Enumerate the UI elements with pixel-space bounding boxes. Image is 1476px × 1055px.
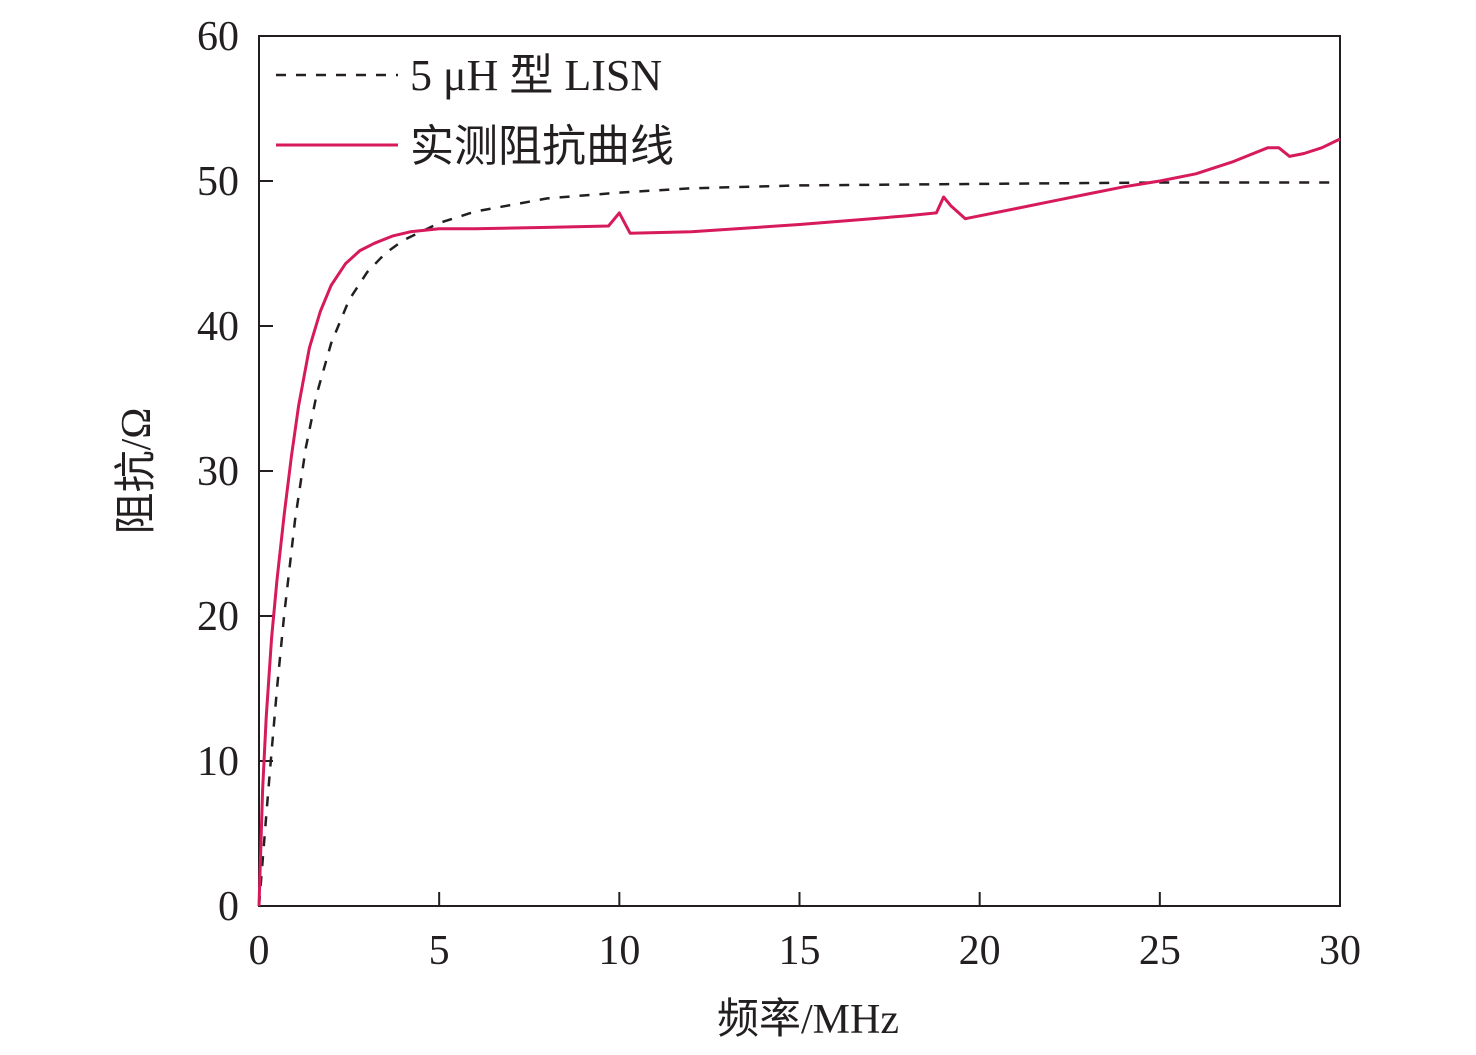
y-tick-label: 60: [197, 14, 239, 60]
x-tick-label: 20: [959, 928, 1001, 974]
legend-label-measured: 实测阻抗曲线: [410, 122, 674, 171]
series-line-measured: [257, 137, 1341, 907]
y-tick-label: 20: [197, 594, 239, 640]
x-tick-label: 25: [1139, 928, 1181, 974]
x-axis-title: 频率/MHz: [717, 996, 899, 1043]
legend-label-lisn: 5 μH 型 LISN: [410, 51, 662, 100]
y-axis-title: 阻抗/Ω: [113, 408, 160, 535]
y-tick-label: 10: [197, 739, 239, 785]
x-tick-label: 10: [598, 928, 640, 974]
series-line-lisn: [257, 181, 1340, 907]
y-tick-label: 50: [197, 159, 239, 205]
x-tick-label: 5: [429, 928, 450, 974]
y-tick-label: 30: [197, 449, 239, 495]
x-tick-label: 15: [779, 928, 821, 974]
legend: 5 μH 型 LISN 实测阻抗曲线: [276, 51, 674, 171]
axis-ticks: 0 5 10 15 20 25 30 0 10 20 30 40 50 60: [197, 14, 1361, 974]
y-tick-label: 40: [197, 304, 239, 350]
series-layer: [257, 137, 1341, 907]
x-tick-label: 30: [1319, 928, 1361, 974]
y-tick-label: 0: [218, 884, 239, 930]
x-tick-label: 0: [249, 928, 270, 974]
